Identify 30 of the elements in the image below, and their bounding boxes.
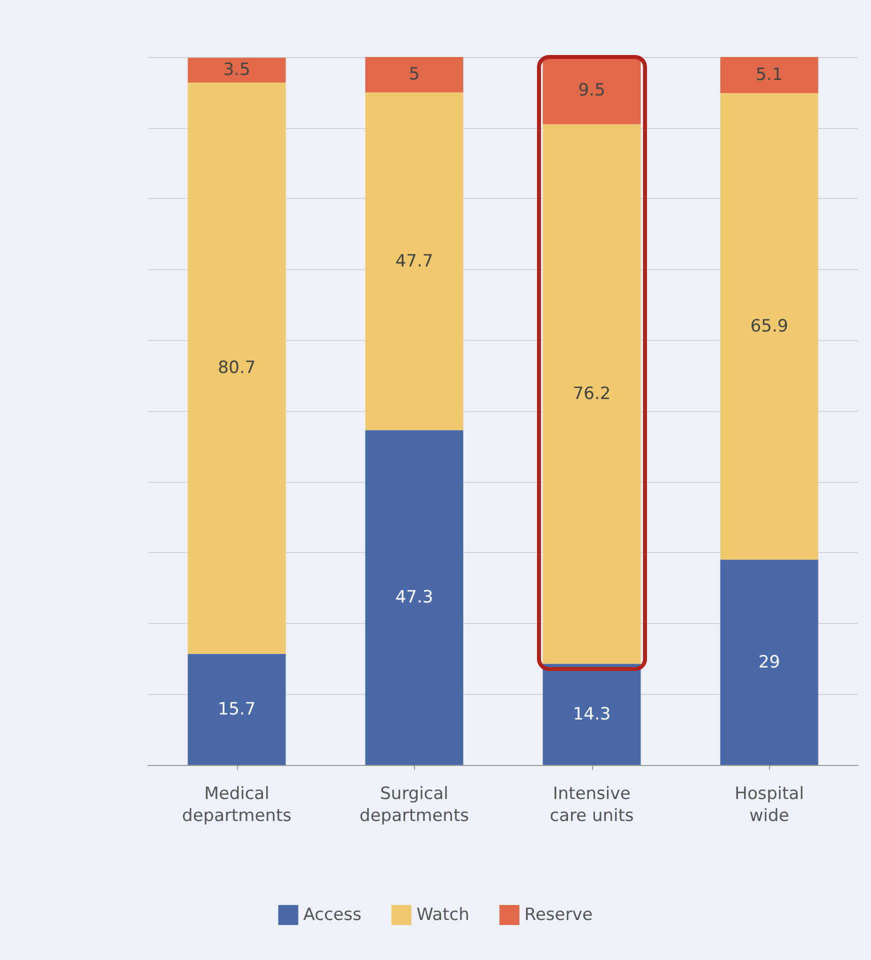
- x-tick-label: Intensive care units: [550, 784, 634, 826]
- bar: [365, 430, 464, 765]
- data-label: 80.7: [218, 358, 256, 378]
- data-label: 3.5: [223, 60, 250, 80]
- bar: [188, 82, 286, 654]
- legend-label: Reserve: [524, 905, 593, 925]
- data-label: 47.7: [395, 251, 434, 272]
- x-tick-label: Hospital wide: [734, 784, 804, 826]
- data-label: 14.3: [572, 704, 611, 724]
- data-label: 29: [758, 652, 780, 672]
- bar: [188, 58, 286, 82]
- bar: [720, 560, 818, 765]
- data-label: 5: [408, 64, 420, 85]
- data-label: 76.2: [572, 384, 611, 404]
- bar: [542, 57, 641, 124]
- bar: [720, 93, 818, 560]
- data-label: 9.5: [578, 80, 606, 101]
- bar: [365, 57, 464, 92]
- bar: [188, 654, 286, 765]
- data-label: 5.1: [756, 65, 783, 86]
- bar: [365, 92, 464, 430]
- bar: [720, 57, 818, 94]
- legend-label: Access: [303, 905, 362, 925]
- bar: [542, 664, 641, 765]
- data-label: 47.3: [395, 588, 434, 608]
- legend-label: Watch: [416, 905, 470, 925]
- x-tick-label: Surgical departments: [360, 784, 470, 826]
- data-label: 15.7: [218, 699, 256, 720]
- x-tick-label: Medical departments: [182, 784, 292, 826]
- data-label: 65.9: [750, 316, 788, 336]
